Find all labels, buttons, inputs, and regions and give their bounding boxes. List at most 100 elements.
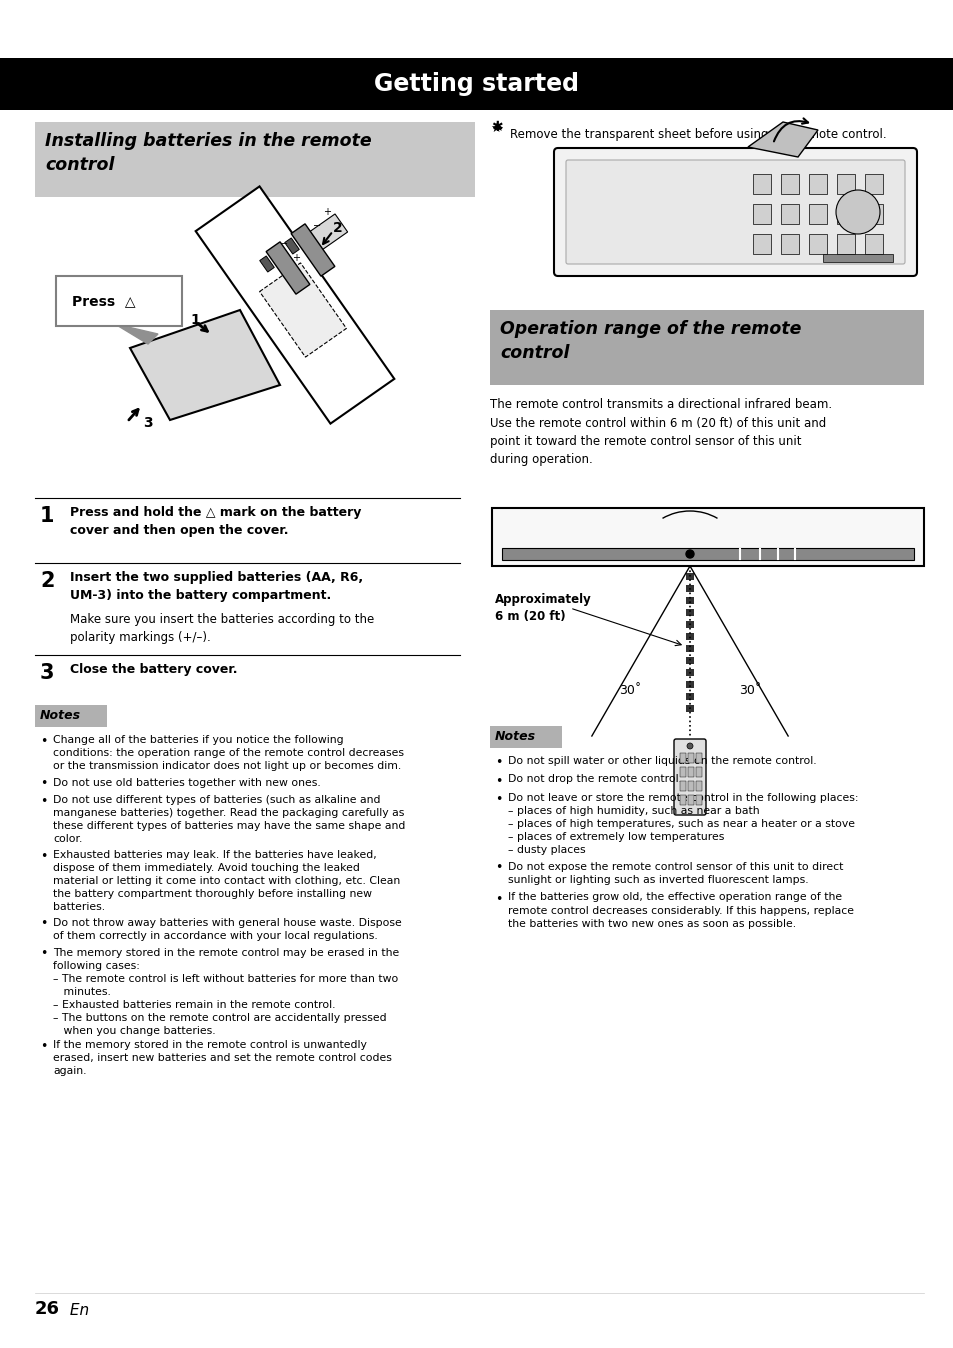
Bar [836,174,854,194]
Bar [752,235,770,253]
Text: Installing batteries in the remote
control: Installing batteries in the remote contr… [45,132,372,174]
Bar [679,754,685,763]
Polygon shape [747,123,817,156]
Bar [685,609,693,616]
Text: Do not expose the remote control sensor of this unit to direct
sunlight or light: Do not expose the remote control sensor … [507,861,842,884]
Circle shape [835,190,879,235]
Polygon shape [284,239,299,253]
Text: •: • [495,892,502,906]
Text: Remove the transparent sheet before using the remote control.: Remove the transparent sheet before usin… [510,128,885,142]
Text: 30˚: 30˚ [618,685,640,697]
Bar [35,123,475,197]
Text: •: • [40,795,48,807]
Bar [490,727,561,748]
Text: +: + [292,253,299,263]
Bar [781,204,799,224]
Text: •: • [40,735,48,748]
Text: Do not leave or store the remote control in the following places:
– places of hi: Do not leave or store the remote control… [507,793,858,855]
Text: Exhausted batteries may leak. If the batteries have leaked,
dispose of them imme: Exhausted batteries may leak. If the bat… [53,851,400,913]
Text: Make sure you insert the batteries according to the
polarity markings (+/–).: Make sure you insert the batteries accor… [70,613,374,644]
Text: •: • [495,775,502,787]
Text: Press and hold the △ mark on the battery
cover and then open the cover.: Press and hold the △ mark on the battery… [70,506,361,537]
Bar [687,767,693,776]
Text: •: • [495,793,502,806]
Bar [864,235,882,253]
Text: Insert the two supplied batteries (AA, R6,
UM-3) into the battery compartment.: Insert the two supplied batteries (AA, R… [70,572,363,603]
Bar [696,780,701,791]
Text: If the memory stored in the remote control is unwantedly
erased, insert new batt: If the memory stored in the remote contr… [53,1041,392,1076]
FancyBboxPatch shape [492,508,923,566]
Text: 3: 3 [40,663,54,683]
Text: 2: 2 [40,572,54,590]
Text: Do not spill water or other liquids on the remote control.: Do not spill water or other liquids on t… [507,756,816,766]
Bar [696,754,701,763]
Text: ★: ★ [495,124,502,133]
Text: 3: 3 [143,417,152,430]
Text: If the batteries grow old, the effective operation range of the
remote control d: If the batteries grow old, the effective… [507,892,853,929]
Bar [685,669,693,675]
Bar [685,621,693,628]
Bar [679,767,685,776]
Text: Press  △: Press △ [71,294,135,307]
Text: Operation range of the remote
control: Operation range of the remote control [499,319,801,363]
Bar [685,585,693,592]
Text: 26: 26 [35,1299,60,1318]
Bar [490,310,923,386]
Bar [687,754,693,763]
Polygon shape [130,310,280,421]
Text: The memory stored in the remote control may be erased in the
following cases:
– : The memory stored in the remote control … [53,948,399,1035]
Bar [808,235,826,253]
Bar [836,204,854,224]
Text: •: • [40,918,48,930]
Bar [752,174,770,194]
Circle shape [685,550,693,558]
Text: Notes: Notes [40,709,81,723]
Bar [501,549,913,559]
Polygon shape [291,224,335,276]
Text: 2: 2 [333,221,342,235]
Polygon shape [266,241,310,294]
Bar [685,656,693,665]
Text: •: • [40,1041,48,1053]
Bar [808,174,826,194]
Text: +: + [323,208,331,217]
Text: Change all of the batteries if you notice the following
conditions: the operatio: Change all of the batteries if you notic… [53,735,403,771]
Text: •: • [40,948,48,961]
Bar [685,705,693,712]
Text: −: − [313,221,321,231]
Bar [836,235,854,253]
Bar [685,681,693,687]
Text: •: • [40,851,48,863]
FancyBboxPatch shape [565,160,904,264]
Polygon shape [259,263,346,357]
Text: •: • [495,756,502,768]
Text: 30˚: 30˚ [739,685,760,697]
Bar [808,204,826,224]
Text: Notes: Notes [495,731,536,743]
Bar [685,634,693,640]
Bar [687,795,693,805]
Bar [822,253,892,262]
FancyBboxPatch shape [56,276,182,326]
Text: •: • [495,861,502,875]
Text: En: En [65,1304,89,1318]
FancyBboxPatch shape [673,739,705,816]
Text: Do not throw away batteries with general house waste. Dispose
of them correctly : Do not throw away batteries with general… [53,918,401,941]
Text: •: • [40,778,48,790]
Text: Do not drop the remote control.: Do not drop the remote control. [507,775,681,785]
Bar [864,174,882,194]
Polygon shape [259,256,274,272]
Bar [685,597,693,604]
Bar [752,204,770,224]
Text: −: − [279,239,288,249]
Bar [685,644,693,652]
Bar [864,204,882,224]
Bar [685,573,693,580]
Circle shape [686,743,692,749]
Bar [0,58,953,111]
Bar [687,780,693,791]
Text: ✱: ✱ [491,120,502,133]
Bar [781,235,799,253]
Bar [35,705,107,727]
Text: Getting started: Getting started [375,71,578,96]
